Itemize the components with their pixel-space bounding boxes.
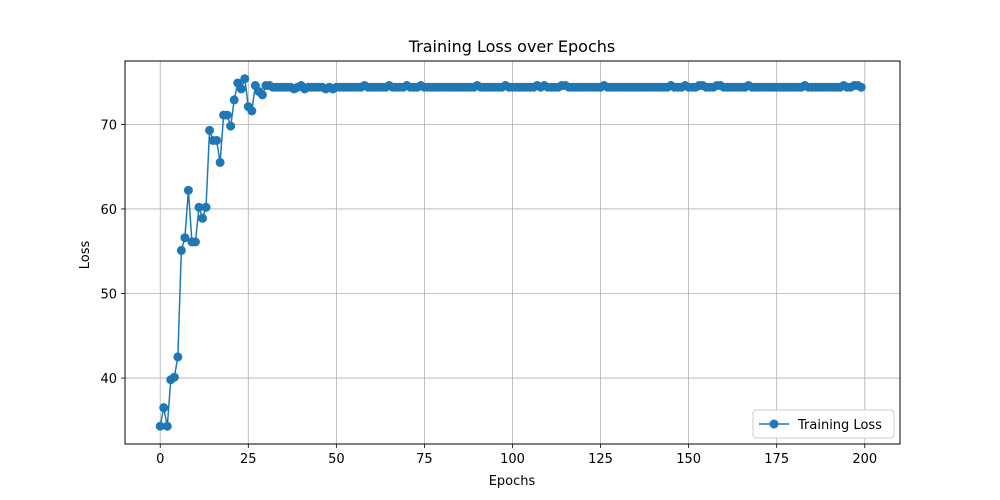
data-point: [856, 82, 866, 92]
x-tick-label: 150: [676, 452, 701, 467]
y-axis-label: Loss: [78, 241, 93, 270]
data-point: [226, 121, 236, 131]
data-point: [201, 202, 211, 212]
y-tick-label: 50: [100, 288, 117, 303]
y-tick-label: 40: [100, 372, 117, 387]
x-tick-label: 50: [328, 452, 345, 467]
data-point: [159, 403, 169, 413]
data-point: [205, 125, 215, 135]
x-tick-label: 0: [156, 452, 164, 467]
data-point: [222, 110, 232, 120]
data-point: [169, 372, 179, 382]
data-point: [198, 213, 207, 223]
data-point: [236, 84, 246, 94]
data-point: [190, 237, 200, 247]
legend-label: Training Loss: [797, 418, 882, 433]
data-point: [162, 421, 172, 431]
data-point: [194, 202, 204, 212]
x-tick-label: 175: [764, 452, 789, 467]
plot-area: 0 25 50 75 100 125 150 175 200 40 50 60 70: [100, 60, 901, 467]
data-point: [155, 421, 165, 431]
legend: Training Loss: [752, 409, 895, 439]
x-tick-label: 125: [588, 452, 613, 467]
grid-lines: [125, 61, 900, 444]
chart-title: Training Loss over Epochs: [408, 37, 616, 56]
series-layer: [155, 74, 866, 431]
data-point: [176, 245, 186, 255]
y-tick-label: 60: [100, 203, 117, 218]
data-point: [229, 95, 239, 105]
data-point: [215, 157, 225, 167]
legend-marker-swatch: [769, 419, 779, 429]
data-point: [180, 233, 190, 243]
y-tick-label: 70: [100, 118, 117, 133]
x-axis-label: Epochs: [489, 474, 536, 489]
data-point: [247, 106, 257, 116]
data-point: [183, 185, 193, 195]
x-tick-label: 100: [500, 452, 525, 467]
legend-box: [752, 409, 895, 439]
data-point: [240, 74, 250, 84]
data-point: [212, 135, 222, 145]
x-tick-label: 200: [852, 452, 877, 467]
data-point: [257, 90, 267, 100]
x-tick-label: 25: [240, 452, 257, 467]
axis-ticks: 0 25 50 75 100 125 150 175 200 40 50 60 70: [100, 118, 877, 467]
data-point: [173, 352, 183, 362]
x-tick-label: 75: [416, 452, 433, 467]
